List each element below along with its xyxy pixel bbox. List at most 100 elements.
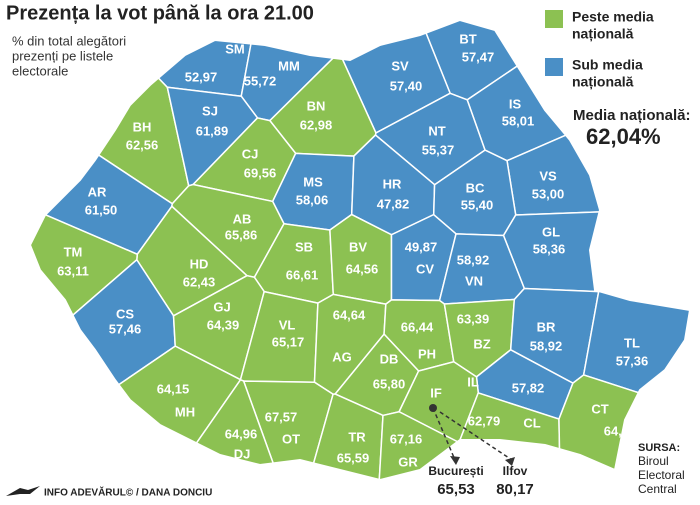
county-value: 58,92	[457, 252, 490, 267]
county-value: 65,86	[225, 227, 258, 242]
county-code: TM	[64, 244, 83, 259]
legend-label: Peste media	[572, 9, 654, 25]
county-code: VL	[279, 317, 296, 332]
callout-value: 65,53	[437, 481, 475, 498]
source-label: SURSA:	[638, 442, 680, 454]
legend-swatch	[545, 10, 563, 28]
county-value: 58,06	[296, 192, 329, 207]
county-value: 64,96	[225, 426, 258, 441]
county-value: 65,80	[373, 376, 406, 391]
county-value: 49,87	[405, 239, 438, 254]
county-value: 52,97	[185, 69, 218, 84]
county-code: BN	[307, 98, 326, 113]
county-code: BC	[466, 180, 485, 195]
source-line: Biroul	[638, 454, 669, 468]
county	[558, 374, 690, 480]
county-code: MH	[175, 404, 195, 419]
county-code: VN	[465, 273, 483, 288]
county-value: 55,72	[244, 73, 277, 88]
arrow-head	[505, 457, 515, 466]
county-code: CT	[591, 401, 608, 416]
county-value: 58,92	[530, 338, 563, 353]
county-code: SM	[225, 41, 245, 56]
county-code: DJ	[234, 446, 251, 461]
county-code: BZ	[473, 336, 490, 351]
county-value: 65,17	[272, 334, 305, 349]
county-code: HR	[383, 176, 402, 191]
arrow-head	[450, 456, 460, 465]
county-value: 69,56	[244, 165, 277, 180]
county-value: 55,37	[422, 142, 455, 157]
county-code: SV	[391, 58, 409, 73]
legend-label: națională	[572, 26, 634, 42]
county-value: 53,00	[532, 186, 565, 201]
county-code: CV	[416, 261, 434, 276]
county-code: VS	[539, 168, 557, 183]
county-code: AR	[88, 184, 107, 199]
county-code: MM	[278, 58, 300, 73]
county-value: 64,64	[333, 307, 366, 322]
subtitle: prezenți pe listele	[12, 48, 113, 63]
callout-name: București	[428, 464, 483, 478]
logo	[6, 486, 40, 496]
county-value: 57,46	[109, 321, 142, 336]
county-value: 62,79	[468, 413, 501, 428]
average-label: Media națională:	[573, 107, 691, 124]
county-code: IF	[430, 385, 442, 400]
county-code: PH	[418, 346, 436, 361]
county-value: 58,36	[533, 241, 566, 256]
county-code: AG	[332, 349, 352, 364]
county-code: CS	[116, 306, 134, 321]
county-value: 57,82	[512, 380, 545, 395]
county-value: 62,43	[183, 274, 216, 289]
county-code: TL	[624, 335, 640, 350]
callout-name: Ilfov	[503, 464, 528, 478]
subtitle: % din total alegători	[12, 33, 126, 48]
credit: INFO ADEVĂRUL© / DANA DONCIU	[44, 486, 212, 499]
county-value: 62,56	[126, 137, 159, 152]
county-value: 57,47	[462, 49, 495, 64]
county-value: 63,39	[457, 311, 490, 326]
county-value: 64,39	[207, 317, 240, 332]
county-value: 64,15	[157, 381, 190, 396]
county-code: AB	[233, 211, 252, 226]
county-value: 64,60	[604, 423, 637, 438]
county-code: NT	[428, 123, 445, 138]
county-code: CL	[523, 415, 540, 430]
county-code: BH	[133, 119, 152, 134]
county-code: OT	[282, 431, 300, 446]
county-code: BR	[537, 319, 556, 334]
subtitle: electorale	[12, 63, 68, 78]
county-code: TR	[348, 429, 366, 444]
source-line: Central	[638, 482, 677, 496]
county-value: 64,56	[346, 261, 379, 276]
county-value: 65,59	[337, 450, 370, 465]
county-code: GJ	[213, 299, 230, 314]
county-code: BT	[459, 31, 476, 46]
county-value: 55,40	[461, 197, 494, 212]
county-code: HD	[190, 256, 209, 271]
county-value: 57,40	[390, 78, 423, 93]
county-code: MS	[303, 174, 323, 189]
county-code: IL	[467, 374, 479, 389]
average-value: 62,04%	[586, 124, 661, 149]
county-value: 63,11	[57, 263, 89, 278]
county-code: BV	[349, 239, 367, 254]
county-value: 66,61	[286, 267, 319, 282]
county-value: 67,57	[265, 409, 298, 424]
county-code: CJ	[242, 146, 259, 161]
source-line: Electoral	[638, 468, 685, 482]
legend-label: Sub media	[572, 57, 643, 73]
county-code: SB	[295, 239, 313, 254]
title: Prezența la vot până la ora 21.00	[6, 2, 314, 24]
county-code: IS	[509, 96, 522, 111]
callout-line	[439, 411, 513, 461]
legend-swatch	[545, 58, 563, 76]
callout-line	[432, 407, 456, 461]
county-value: 47,82	[377, 196, 410, 211]
county-value: 67,16	[390, 431, 423, 446]
county-value: 66,44	[401, 319, 434, 334]
county-code: DB	[380, 351, 399, 366]
